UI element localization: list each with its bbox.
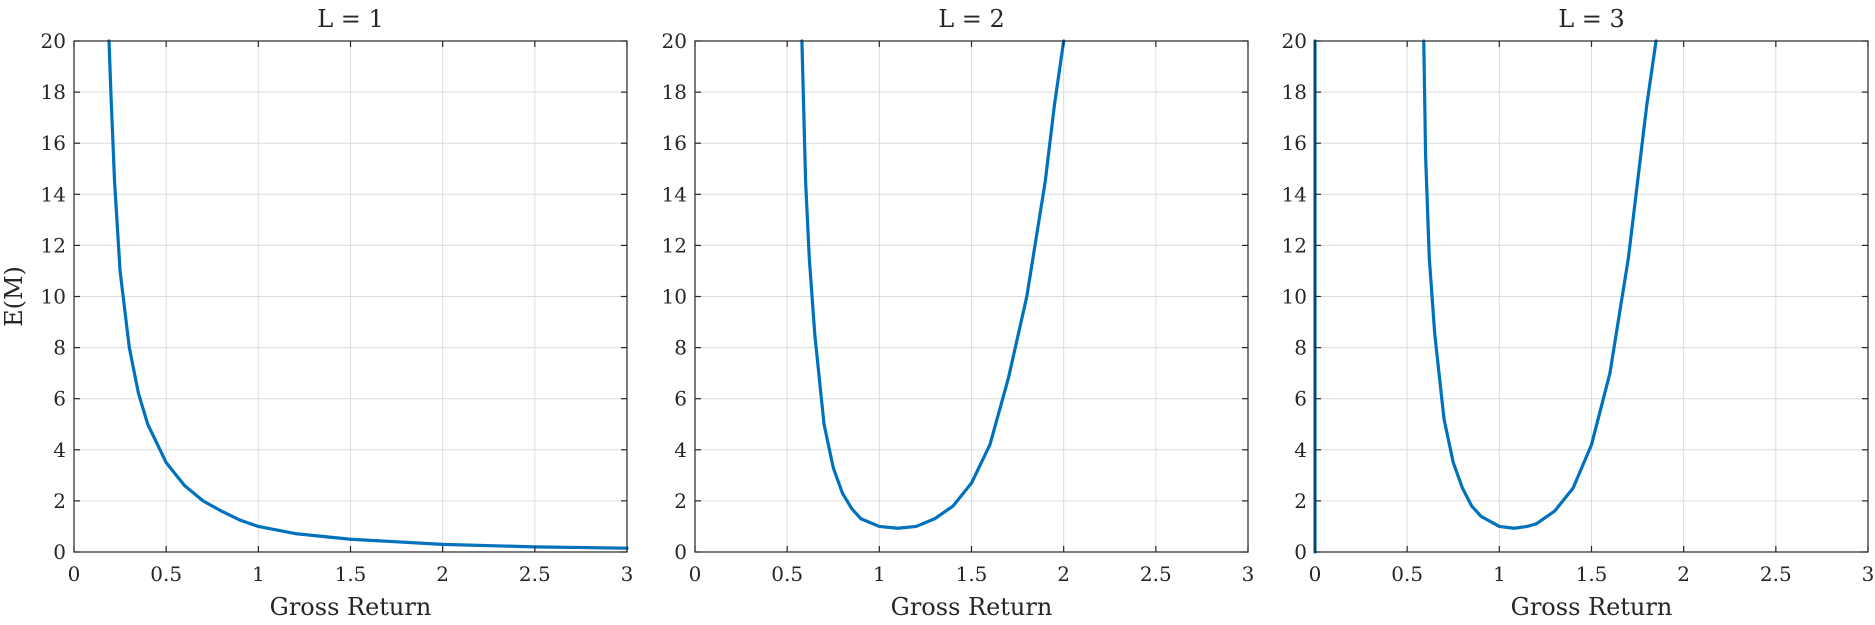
y-tick-label: 4	[1294, 438, 1307, 462]
y-tick-label: 8	[1294, 336, 1307, 360]
series-line-2	[1422, 39, 1658, 530]
x-axis-label: Gross Return	[891, 593, 1053, 621]
y-tick-label: 14	[662, 182, 687, 206]
y-tick-label: 6	[674, 387, 687, 411]
y-tick-label: 20	[1282, 29, 1307, 53]
y-tick-label: 12	[41, 233, 66, 257]
x-tick-label: 1.5	[956, 562, 988, 586]
x-tick-label: 1	[873, 562, 886, 586]
x-tick-label: 1.5	[1576, 562, 1608, 586]
panel-3: 0 0.5 1 1.5 2 2.5 3 0 2 4 6 8 10 12 14 16 18 20 L = 3 Gross…	[1282, 5, 1875, 621]
x-tick-label: 1.5	[335, 562, 367, 586]
y-tick-label: 12	[662, 233, 687, 257]
y-axis-label: E(M)	[0, 266, 28, 327]
x-tick-label: 2	[1677, 562, 1690, 586]
x-tick-label: 0	[1309, 562, 1322, 586]
x-tick-label: 0.5	[1391, 562, 1423, 586]
y-tick-label: 18	[662, 80, 687, 104]
series-line-1	[800, 39, 1066, 530]
y-tick-label: 0	[53, 540, 66, 564]
y-tick-label: 18	[41, 80, 66, 104]
x-tick-label: 0	[68, 562, 81, 586]
x-tick-label: 2	[436, 562, 449, 586]
y-tick-label: 4	[53, 438, 66, 462]
panel-title: L = 2	[938, 5, 1005, 33]
y-tick-label: 0	[1294, 540, 1307, 564]
y-tick-label: 0	[674, 540, 687, 564]
y-tick-label: 6	[1294, 387, 1307, 411]
series-line-1	[107, 39, 629, 550]
x-axis-label: Gross Return	[1511, 593, 1673, 621]
y-tick-label: 16	[1282, 131, 1307, 155]
y-tick-label: 18	[1282, 80, 1307, 104]
panel-2: 0 0.5 1 1.5 2 2.5 3 0 2 4 6 8 10 12 14 16 18 20 L = 2 Gross…	[662, 5, 1255, 621]
x-tick-label: 2.5	[1760, 562, 1792, 586]
x-tick-label: 3	[1242, 562, 1255, 586]
x-tick-label: 1	[1493, 562, 1506, 586]
y-tick-label: 14	[1282, 182, 1307, 206]
x-tick-label: 3	[621, 562, 634, 586]
x-tick-label: 1	[252, 562, 265, 586]
y-tick-label: 8	[53, 336, 66, 360]
y-tick-label: 16	[41, 131, 66, 155]
grid	[74, 41, 627, 552]
y-tick-label: 10	[41, 285, 66, 309]
x-tick-label: 2	[1057, 562, 1070, 586]
x-tick-label: 0	[689, 562, 702, 586]
y-tick-label: 20	[662, 29, 687, 53]
panel-title: L = 1	[317, 5, 384, 33]
y-tick-label: 2	[1294, 489, 1307, 513]
panel-title: L = 3	[1558, 5, 1625, 33]
x-tick-label: 3	[1862, 562, 1875, 586]
grid	[1315, 41, 1868, 552]
y-tick-label: 6	[53, 387, 66, 411]
x-axis-label: Gross Return	[270, 593, 432, 621]
y-tick-label: 4	[674, 438, 687, 462]
x-tick-label: 0.5	[771, 562, 803, 586]
grid	[695, 41, 1248, 552]
y-tick-label: 8	[674, 336, 687, 360]
y-tick-label: 14	[41, 182, 66, 206]
y-tick-label: 2	[53, 489, 66, 513]
y-tick-label: 20	[41, 29, 66, 53]
x-tick-label: 2.5	[1140, 562, 1172, 586]
y-tick-label: 10	[662, 285, 687, 309]
y-tick-label: 12	[1282, 233, 1307, 257]
y-tick-label: 10	[1282, 285, 1307, 309]
x-tick-label: 0.5	[150, 562, 182, 586]
y-tick-label: 2	[674, 489, 687, 513]
panel-1: 0 0.5 1 1.5 2 2.5 3 0 2 4 6 8 10 12 14 16 18 20 L = 1 Gross…	[0, 5, 633, 621]
x-tick-label: 2.5	[519, 562, 551, 586]
y-tick-label: 16	[662, 131, 687, 155]
